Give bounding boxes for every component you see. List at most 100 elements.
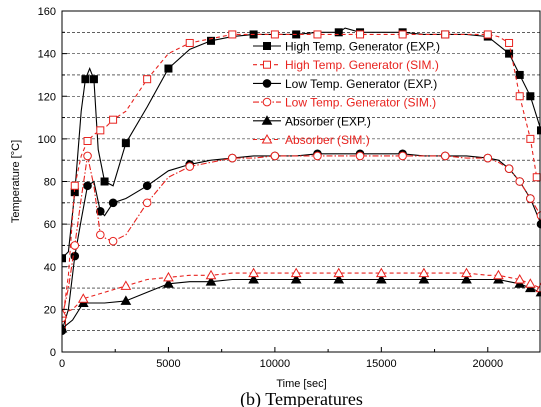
data-point <box>163 278 174 288</box>
data-point <box>62 323 68 333</box>
data-point <box>290 267 302 278</box>
x-tick-label: 0 <box>59 358 65 370</box>
data-point <box>228 30 237 39</box>
data-point <box>333 274 345 284</box>
data-point <box>62 308 68 318</box>
data-point <box>70 251 80 261</box>
data-point <box>70 181 79 190</box>
legend-marker <box>262 97 272 107</box>
data-point <box>83 151 92 161</box>
series-line <box>62 155 541 319</box>
data-point <box>207 36 216 45</box>
legend-marker <box>263 42 271 50</box>
data-point <box>356 30 365 39</box>
data-point <box>142 198 152 208</box>
data-point <box>515 92 524 101</box>
data-point <box>375 274 387 284</box>
legend-label: High Temp. Generator (EXP.) <box>285 40 440 54</box>
data-point <box>514 274 526 284</box>
series-line <box>62 27 541 259</box>
y-axis-label: Temperature [°C] <box>10 140 22 223</box>
series-line <box>62 272 541 315</box>
y-tick-label: 120 <box>38 91 56 103</box>
data-point <box>142 181 152 191</box>
y-tick-label: 60 <box>44 219 56 231</box>
series-line <box>62 153 541 331</box>
legend-label: High Temp. Generator (SIM.) <box>285 58 439 72</box>
data-point <box>493 269 504 280</box>
legend-item: Low Temp. Generator (SIM.) <box>253 96 436 110</box>
legend-marker <box>263 60 271 69</box>
data-point <box>483 30 492 39</box>
data-point <box>270 30 279 39</box>
data-point <box>228 153 237 163</box>
y-tick-label: 20 <box>44 304 56 316</box>
data-point <box>77 293 89 303</box>
data-point <box>505 49 514 58</box>
data-point <box>504 164 514 174</box>
y-tick-label: 100 <box>38 134 56 146</box>
data-point <box>526 134 535 143</box>
y-tick-label: 40 <box>44 262 56 274</box>
data-point <box>163 271 174 282</box>
figure-caption: (b) Temperatures <box>240 389 363 407</box>
y-tick-label: 160 <box>38 6 56 18</box>
legend-item: Low Temp. Generator (EXP.) <box>253 77 437 91</box>
legend: High Temp. Generator (EXP.) High Temp. Ge… <box>253 40 440 147</box>
data-point <box>120 295 132 305</box>
data-point <box>62 254 66 263</box>
data-point <box>100 177 109 186</box>
legend-label: Low Temp. Generator (EXP.) <box>285 77 437 91</box>
data-point <box>526 92 535 101</box>
data-point <box>96 230 105 240</box>
data-point <box>526 194 535 203</box>
series-layer <box>62 27 541 335</box>
data-point <box>418 267 430 278</box>
data-point <box>313 30 322 39</box>
data-point <box>355 151 365 161</box>
x-axis-label: Time [sec] <box>276 378 326 390</box>
data-point <box>248 267 259 278</box>
data-point <box>290 274 302 284</box>
series-6 <box>62 267 541 318</box>
y-tick-label: 80 <box>44 177 56 189</box>
data-point <box>205 269 217 280</box>
data-point <box>96 207 105 216</box>
axes: 0 20 40 60 80 100 120 140 160 0 5000 10000 15000 2000… <box>38 6 503 370</box>
data-point <box>515 70 524 79</box>
legend-label: Low Temp. Generator (SIM.) <box>285 96 436 110</box>
data-point <box>108 236 118 246</box>
data-point <box>89 75 98 84</box>
legend-marker <box>261 133 273 144</box>
data-point <box>70 241 80 250</box>
data-point <box>375 267 387 278</box>
series-line <box>62 278 541 330</box>
data-point <box>313 151 322 161</box>
data-point <box>164 64 173 73</box>
series-2 <box>62 30 541 329</box>
data-point <box>185 162 195 171</box>
data-point <box>121 139 130 148</box>
legend-item: High Temp. Generator (EXP.) <box>253 40 440 54</box>
data-point <box>185 38 194 47</box>
data-point <box>81 75 90 84</box>
data-point <box>334 28 343 37</box>
data-point <box>248 274 259 284</box>
series-3 <box>62 149 541 335</box>
data-point <box>143 75 152 84</box>
data-point <box>270 151 280 161</box>
data-point <box>537 126 541 135</box>
data-point <box>505 38 514 47</box>
y-tick-label: 140 <box>38 49 56 61</box>
data-point <box>418 274 430 284</box>
data-point <box>398 30 407 39</box>
x-tick-label: 10000 <box>260 358 291 370</box>
series-4 <box>62 151 541 323</box>
x-tick-label: 5000 <box>156 358 180 370</box>
legend-item: Absorber (EXP.) <box>253 114 371 128</box>
data-point <box>483 153 493 163</box>
series-5 <box>62 274 541 333</box>
legend-label: Absorber (EXP.) <box>285 114 371 128</box>
legend-marker <box>262 79 272 88</box>
